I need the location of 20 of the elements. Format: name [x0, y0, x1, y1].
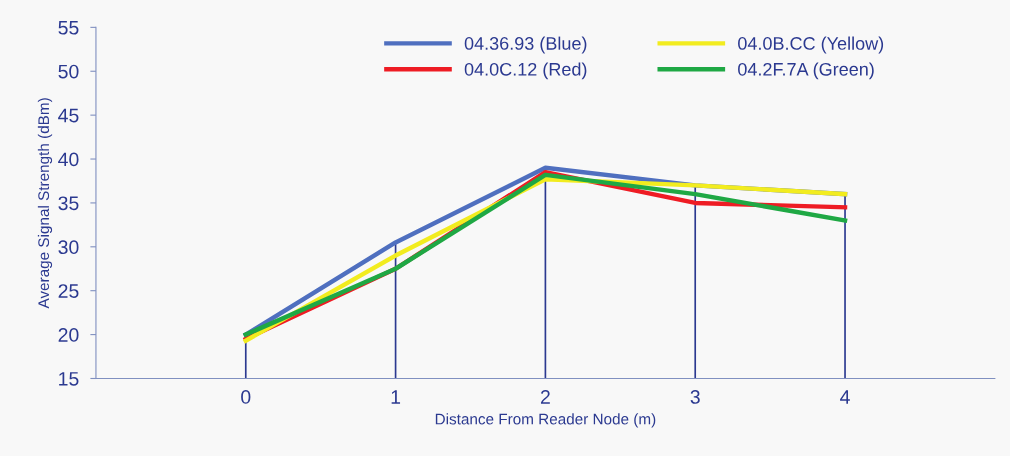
y-tick-label: 15	[59, 372, 79, 386]
y-tick-label: 45	[58, 108, 79, 123]
x-tick-label: 2	[540, 390, 550, 404]
x-tick-label: 4	[840, 390, 850, 404]
x-tick-label: 0	[241, 390, 251, 404]
y-axis-title: Average Signal Strength (dBm)	[37, 98, 53, 309]
y-tick-label: 25	[58, 284, 79, 298]
legend-label: 04.2F.7A (Green)	[738, 62, 874, 80]
x-tick-label: 3	[690, 390, 700, 404]
x-axis-title: Distance From Reader Node (m)	[435, 413, 656, 428]
y-tick-label: 55	[58, 21, 79, 35]
x-tick-label: 1	[391, 390, 401, 404]
y-tick-label: 35	[58, 196, 79, 211]
y-tick-label: 20	[58, 328, 79, 342]
legend-label: 04.0C.12 (Red)	[464, 62, 587, 80]
y-tick-label: 30	[58, 240, 79, 255]
y-tick-label: 40	[58, 152, 79, 167]
legend-label: 04.0B.CC (Yellow)	[738, 36, 884, 54]
y-tick-label: 50	[58, 64, 79, 79]
legend-label: 04.36.93 (Blue)	[464, 36, 587, 54]
